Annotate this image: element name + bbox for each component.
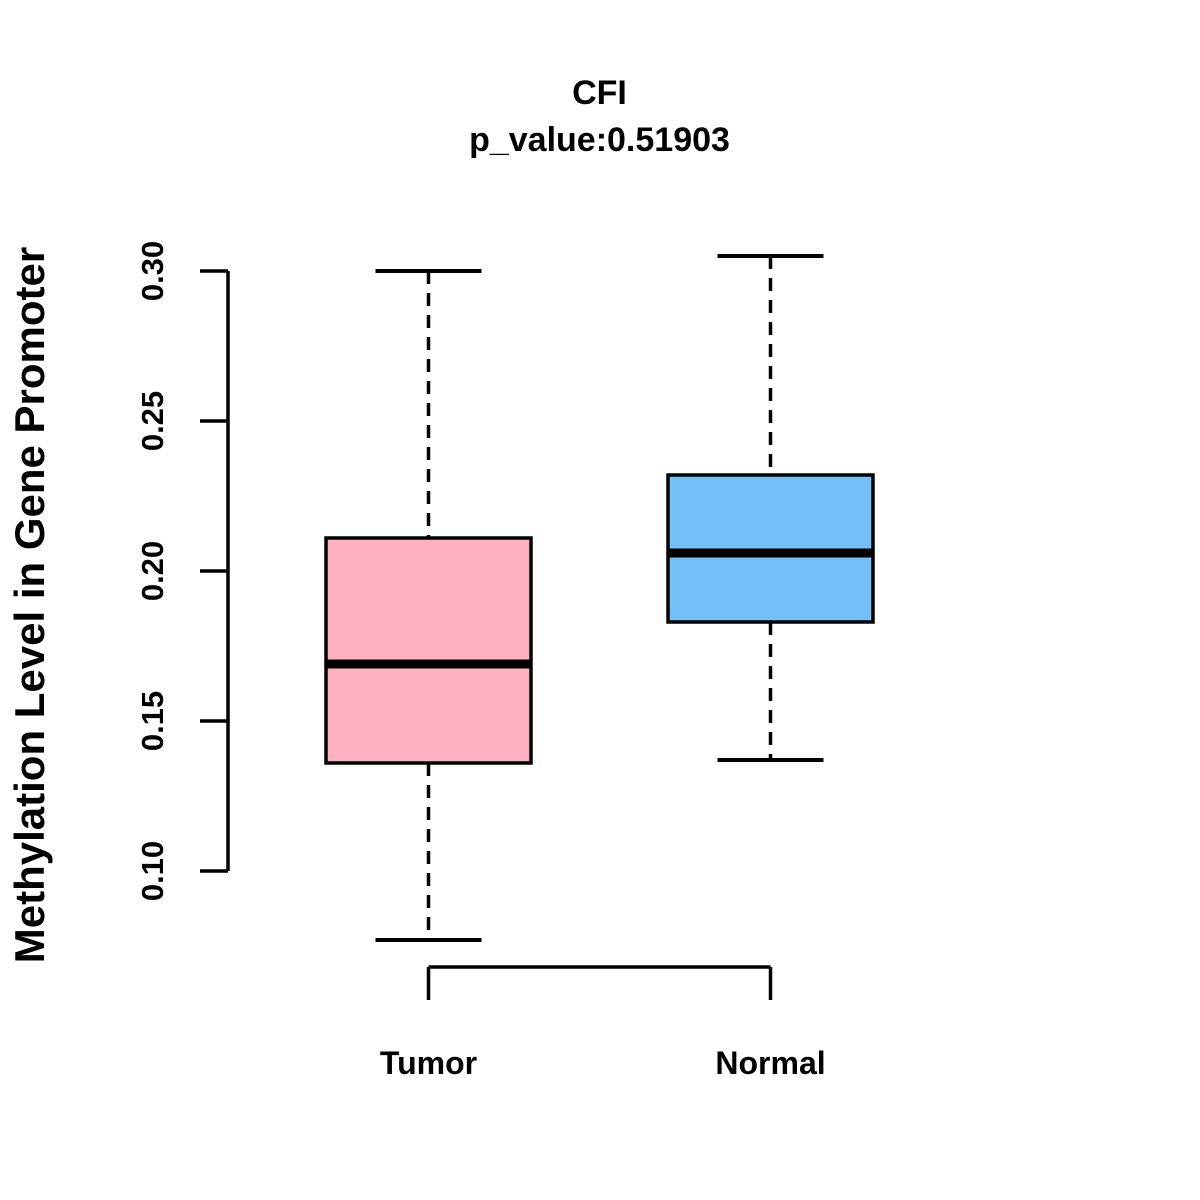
y-tick-label: 0.25 [135, 391, 170, 451]
chart-title: CFI [572, 74, 627, 112]
boxes-group [324, 254, 875, 942]
axes-group: 0.10 0.15 0.20 0.25 0.30 [135, 241, 773, 1000]
tumor-box [324, 536, 533, 765]
tumor-x-label: Tumor [380, 1045, 477, 1081]
y-tick-label: 0.15 [135, 691, 170, 751]
normal-x-label: Normal [715, 1045, 825, 1081]
y-tick-label: 0.10 [135, 841, 170, 901]
y-tick-label: 0.30 [135, 241, 170, 301]
chart-subtitle: p_value:0.51903 [469, 121, 730, 159]
y-tick-label: 0.20 [135, 541, 170, 601]
y-axis-title: Methylation Level in Gene Promoter [6, 247, 53, 963]
x-labels-group: Tumor Normal [380, 1045, 826, 1081]
